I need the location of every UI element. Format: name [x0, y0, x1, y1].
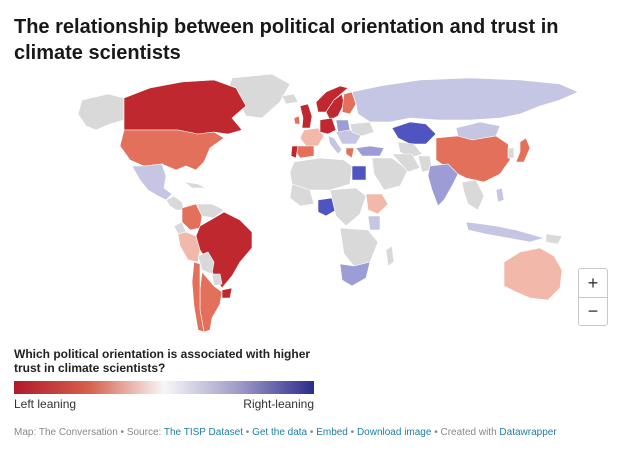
- legend-title: Which political orientation is associate…: [14, 347, 311, 375]
- country-australia[interactable]: [503, 247, 563, 301]
- country-south-africa[interactable]: [339, 261, 371, 287]
- world-map-svg: [77, 73, 597, 333]
- country-ethiopia[interactable]: [365, 193, 389, 215]
- download-image-link[interactable]: Download image: [356, 427, 432, 438]
- footer-created-with: • Created with: [431, 427, 500, 438]
- country-southeast-asia[interactable]: [461, 179, 485, 211]
- footer-separator: •: [347, 427, 357, 438]
- country-central-africa[interactable]: [329, 187, 367, 227]
- legend-right-label: Right-leaning: [243, 397, 314, 411]
- country-germany[interactable]: [319, 117, 337, 135]
- country-india[interactable]: [427, 163, 459, 207]
- country-mexico[interactable]: [131, 163, 173, 201]
- country-france[interactable]: [299, 127, 325, 147]
- footer-separator: •: [243, 427, 253, 438]
- country-finland[interactable]: [341, 91, 357, 115]
- country-bolivia[interactable]: [197, 251, 215, 275]
- country-uruguay[interactable]: [221, 287, 233, 299]
- country-chile[interactable]: [191, 261, 205, 333]
- country-italy[interactable]: [327, 135, 343, 155]
- map-title: The relationship between political orien…: [14, 16, 559, 64]
- country-papua-new-guinea[interactable]: [545, 233, 563, 245]
- country-middle-east[interactable]: [371, 157, 409, 191]
- country-turkey[interactable]: [355, 145, 385, 157]
- country-united-kingdom[interactable]: [299, 103, 313, 129]
- country-korea[interactable]: [507, 147, 515, 159]
- country-kazakhstan[interactable]: [391, 121, 437, 145]
- country-madagascar[interactable]: [385, 245, 395, 267]
- country-west-africa[interactable]: [289, 183, 315, 207]
- country-norway[interactable]: [315, 85, 349, 113]
- country-ireland[interactable]: [293, 115, 301, 125]
- country-north-africa[interactable]: [289, 157, 353, 191]
- legend-labels: Left leaning Right-leaning: [14, 397, 314, 411]
- world-map: [0, 66, 643, 346]
- get-data-link[interactable]: Get the data: [252, 427, 308, 438]
- country-greece[interactable]: [345, 147, 355, 159]
- country-ukraine[interactable]: [349, 121, 375, 137]
- country-spain[interactable]: [295, 145, 315, 159]
- source-link[interactable]: The TISP Dataset: [163, 427, 244, 438]
- country-nigeria[interactable]: [317, 197, 337, 217]
- legend: Which political orientation is associate…: [14, 347, 314, 411]
- country-iceland[interactable]: [281, 93, 299, 105]
- country-canada[interactable]: [123, 79, 247, 135]
- country-portugal[interactable]: [290, 145, 299, 159]
- country-central-america[interactable]: [165, 195, 185, 211]
- country-paraguay[interactable]: [211, 273, 223, 287]
- country-kenya[interactable]: [367, 215, 381, 231]
- country-cuba[interactable]: [183, 181, 207, 189]
- legend-color-scale: [14, 381, 314, 394]
- zoom-controls: + −: [578, 268, 608, 326]
- footer: Map: The Conversation • Source: The TISP…: [14, 427, 557, 438]
- country-philippines[interactable]: [495, 187, 505, 203]
- country-iran[interactable]: [391, 153, 421, 173]
- country-japan[interactable]: [515, 137, 531, 163]
- country-egypt[interactable]: [351, 165, 367, 181]
- zoom-out-button[interactable]: −: [579, 297, 607, 325]
- legend-left-label: Left leaning: [14, 397, 77, 411]
- country-united-states[interactable]: [119, 129, 225, 171]
- footer-separator: •: [307, 427, 317, 438]
- footer-prefix: Map: The Conversation • Source:: [14, 427, 164, 438]
- datawrapper-link[interactable]: Datawrapper: [499, 427, 557, 438]
- country-brazil[interactable]: [195, 211, 253, 289]
- country-southern-africa[interactable]: [339, 227, 379, 267]
- country-alaska[interactable]: [77, 93, 125, 131]
- embed-link[interactable]: Embed: [316, 427, 348, 438]
- country-russia[interactable]: [351, 77, 579, 123]
- country-indonesia[interactable]: [465, 221, 546, 243]
- zoom-in-button[interactable]: +: [587, 272, 599, 293]
